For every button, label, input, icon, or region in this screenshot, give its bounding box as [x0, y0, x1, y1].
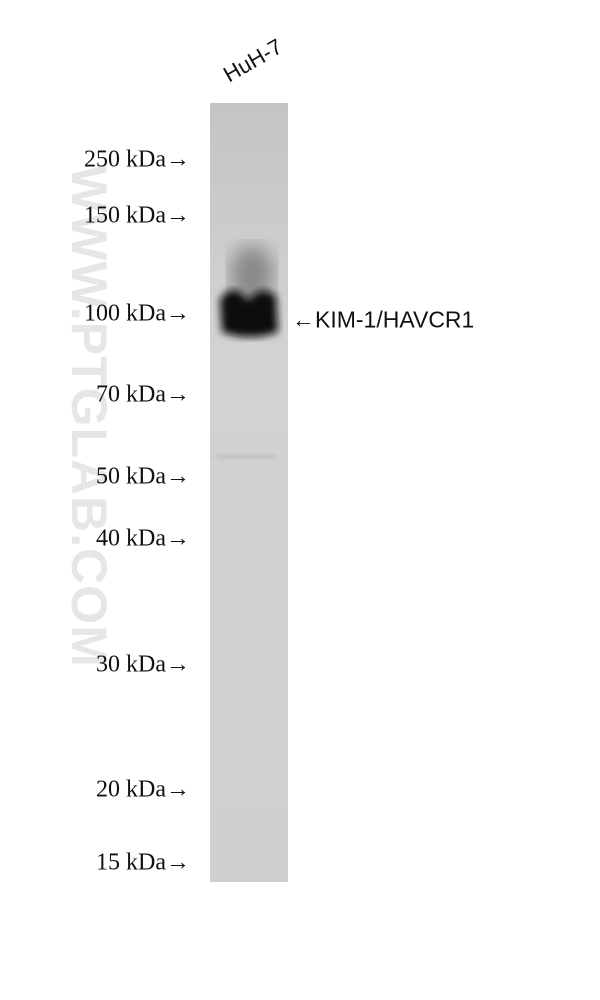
marker-label: 20 kDa→	[96, 776, 190, 803]
watermark: WWW.PTGLAB.COM	[61, 165, 117, 668]
marker-label: 150 kDa→	[84, 202, 190, 229]
marker-label: 100 kDa→	[84, 300, 190, 327]
band	[220, 290, 278, 337]
lane	[210, 103, 288, 882]
marker-label: 30 kDa→	[96, 651, 190, 678]
band-label: ←KIM-1/HAVCR1	[292, 306, 475, 333]
smear	[230, 245, 274, 305]
faint-band	[216, 454, 276, 459]
marker-label: 250 kDa→	[84, 146, 190, 173]
marker-label: 70 kDa→	[96, 381, 190, 408]
marker-label: 15 kDa→	[96, 849, 190, 876]
marker-label: 50 kDa→	[96, 463, 190, 490]
marker-label: 40 kDa→	[96, 525, 190, 552]
